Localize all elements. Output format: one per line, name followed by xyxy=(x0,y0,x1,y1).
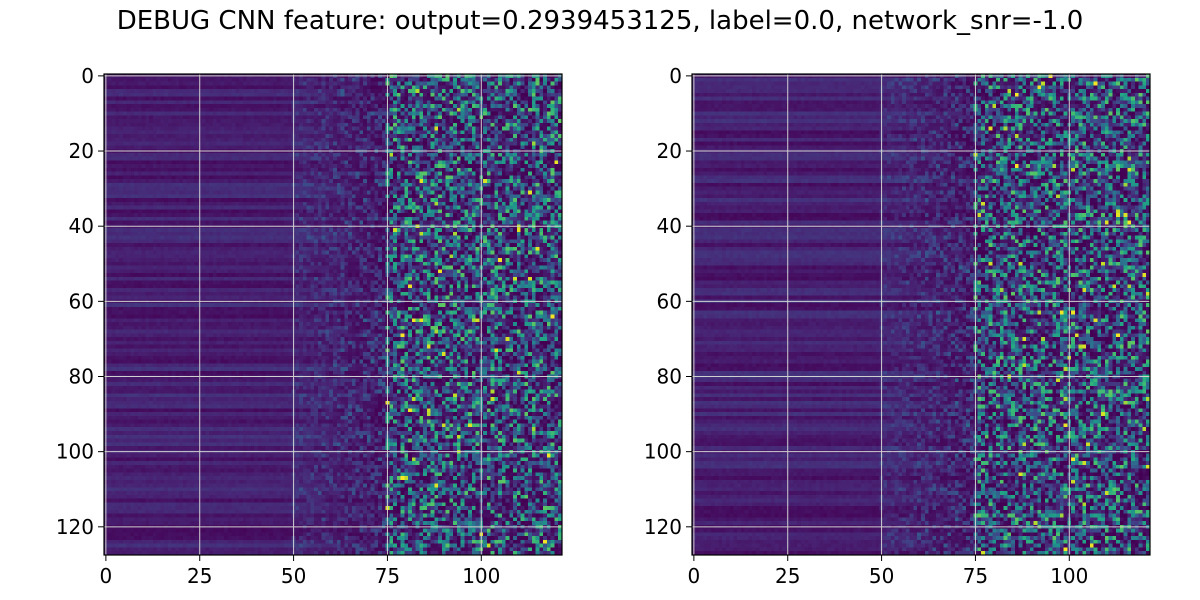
figure-title: DEBUG CNN feature: output=0.2939453125, … xyxy=(116,6,1084,36)
x-tick-label: 25 xyxy=(775,564,800,588)
y-tick-label: 60 xyxy=(657,289,682,313)
x-tick-label: 25 xyxy=(187,564,212,588)
x-tick-label: 0 xyxy=(100,564,113,588)
axes-frame xyxy=(103,73,563,556)
heatmap-image xyxy=(104,74,562,555)
y-tick-label: 60 xyxy=(69,289,94,313)
y-tick-label: 20 xyxy=(657,139,682,163)
axes-frame xyxy=(691,73,1151,556)
heatmap-panel-right: 0 25 50 75 100 0 20 40 60 80 100 120 xyxy=(644,64,1151,588)
y-tick-label: 100 xyxy=(644,440,682,464)
y-tick-label: 40 xyxy=(657,214,682,238)
x-tick-label: 75 xyxy=(375,564,400,588)
y-tick-label: 40 xyxy=(69,214,94,238)
y-tick-label: 100 xyxy=(56,440,94,464)
x-tick-label: 100 xyxy=(462,564,500,588)
x-tick-label: 75 xyxy=(963,564,988,588)
y-tick-label: 80 xyxy=(69,365,94,389)
x-tick-label: 50 xyxy=(869,564,894,588)
heatmap-image xyxy=(692,74,1150,555)
x-tick-label: 50 xyxy=(281,564,306,588)
y-tick-label: 120 xyxy=(644,515,682,539)
y-tick-label: 20 xyxy=(69,139,94,163)
heatmap-panel-left: 0 25 50 75 100 0 20 40 60 80 100 120 xyxy=(56,64,563,588)
y-tick-label: 0 xyxy=(81,64,94,88)
y-tick-label: 80 xyxy=(657,365,682,389)
x-tick-label: 0 xyxy=(688,564,701,588)
y-tick-label: 120 xyxy=(56,515,94,539)
x-tick-label: 100 xyxy=(1050,564,1088,588)
y-tick-label: 0 xyxy=(669,64,682,88)
